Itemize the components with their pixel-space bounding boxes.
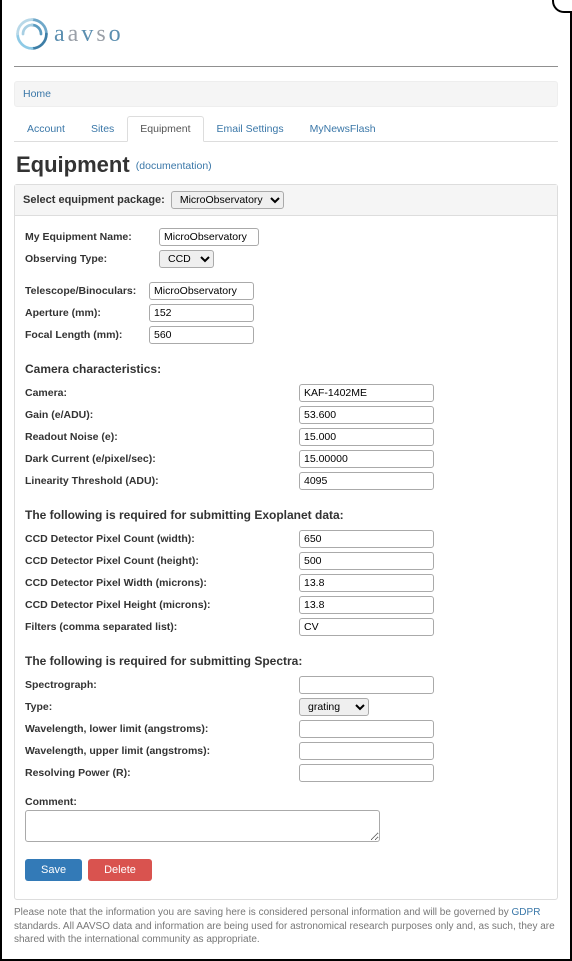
aperture-label: Aperture (mm): [25,307,145,319]
resolving-power-label: Resolving Power (R): [25,767,295,779]
gain-label: Gain (e/ADU): [25,409,295,421]
spectrograph-input[interactable] [299,676,434,694]
pix-count-width-input[interactable] [299,530,434,548]
documentation-link[interactable]: (documentation) [136,160,212,172]
comment-textarea[interactable] [25,810,380,842]
linearity-threshold-label: Linearity Threshold (ADU): [25,475,295,487]
wavelength-upper-label: Wavelength, upper limit (angstroms): [25,745,295,757]
camera-section-heading: Camera characteristics: [25,362,547,376]
equipment-name-label: My Equipment Name: [25,231,155,243]
exoplanet-section-heading: The following is required for submitting… [25,508,547,522]
breadcrumb-home[interactable]: Home [23,88,51,100]
linearity-threshold-input[interactable] [299,472,434,490]
tab-account[interactable]: Account [14,116,78,142]
panel-header: Select equipment package: MicroObservato… [15,185,557,216]
spectrograph-label: Spectrograph: [25,679,295,691]
tab-email-settings[interactable]: Email Settings [204,116,297,142]
aperture-input[interactable] [149,304,254,322]
disclaimer-post: standards. All AAVSO data and informatio… [14,921,555,946]
tab-mynewsflash[interactable]: MyNewsFlash [297,116,389,142]
telescope-input[interactable] [149,282,254,300]
page-title: Equipment (documentation) [16,152,558,178]
wavelength-lower-input[interactable] [299,720,434,738]
tab-sites[interactable]: Sites [78,116,127,142]
telescope-label: Telescope/Binoculars: [25,285,145,297]
delete-button[interactable]: Delete [88,859,152,881]
dark-current-input[interactable] [299,450,434,468]
pix-count-width-label: CCD Detector Pixel Count (width): [25,533,295,545]
filters-label: Filters (comma separated list): [25,621,295,633]
wavelength-lower-label: Wavelength, lower limit (angstroms): [25,723,295,735]
tab-equipment[interactable]: Equipment [127,116,203,142]
save-button[interactable]: Save [25,859,82,881]
equipment-name-input[interactable] [159,228,259,246]
logo-text: aavso [54,21,124,48]
readout-noise-label: Readout Noise (e): [25,431,295,443]
spectra-section-heading: The following is required for submitting… [25,654,547,668]
tab-bar: Account Sites Equipment Email Settings M… [14,115,558,142]
focal-length-label: Focal Length (mm): [25,329,145,341]
pix-count-height-label: CCD Detector Pixel Count (height): [25,555,295,567]
breadcrumb: Home [14,81,558,107]
wavelength-upper-input[interactable] [299,742,434,760]
spectra-type-label: Type: [25,701,295,713]
pix-height-microns-label: CCD Detector Pixel Height (microns): [25,599,295,611]
filters-input[interactable] [299,618,434,636]
gain-input[interactable] [299,406,434,424]
disclaimer: Please note that the information you are… [14,906,558,947]
camera-input[interactable] [299,384,434,402]
site-logo: aavso [14,10,558,67]
observing-type-select[interactable]: CCD [159,250,214,268]
package-select[interactable]: MicroObservatory [171,191,284,209]
pix-width-microns-input[interactable] [299,574,434,592]
readout-noise-input[interactable] [299,428,434,446]
aavso-swirl-icon [14,16,50,52]
gdpr-link[interactable]: GDPR [512,907,541,918]
select-package-label: Select equipment package: [23,194,165,206]
pix-width-microns-label: CCD Detector Pixel Width (microns): [25,577,295,589]
dark-current-label: Dark Current (e/pixel/sec): [25,453,295,465]
spectra-type-select[interactable]: grating [299,698,369,716]
resolving-power-input[interactable] [299,764,434,782]
observing-type-label: Observing Type: [25,253,155,265]
equipment-panel: Select equipment package: MicroObservato… [14,184,558,900]
disclaimer-pre: Please note that the information you are… [14,907,512,918]
comment-label: Comment: [25,796,547,808]
pix-count-height-input[interactable] [299,552,434,570]
page-title-text: Equipment [16,152,130,177]
camera-label: Camera: [25,387,295,399]
pix-height-microns-input[interactable] [299,596,434,614]
focal-length-input[interactable] [149,326,254,344]
